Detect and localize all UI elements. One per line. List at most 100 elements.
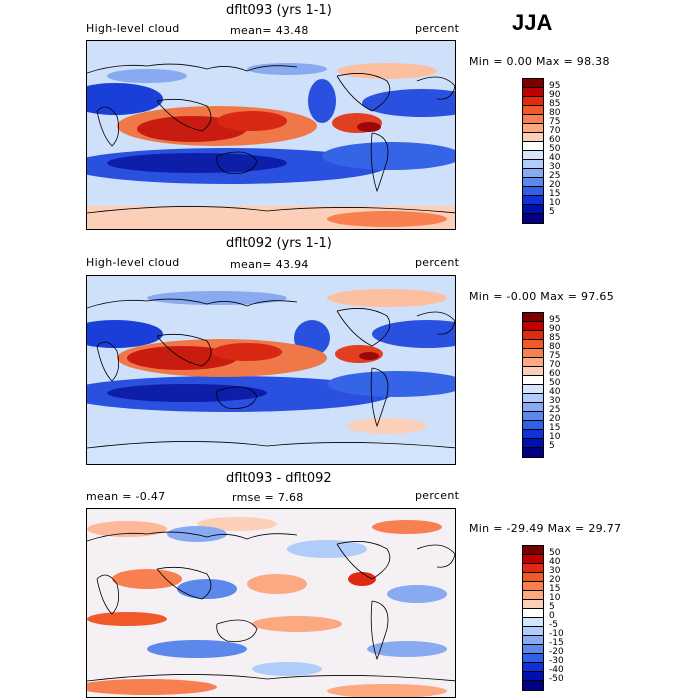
panel2-colorbar-tick: 80 xyxy=(549,342,561,352)
panel2-antarctic-band xyxy=(87,444,455,464)
panel3-colorbar-segment xyxy=(523,663,543,672)
panel3-colorbar-tick: -40 xyxy=(549,665,564,675)
panel2-colorbar-tick: 85 xyxy=(549,333,561,343)
panel3-colorbar-segment xyxy=(523,681,543,690)
panel3-colorbar-segment xyxy=(523,564,543,573)
panel1-units-label: percent xyxy=(415,22,460,35)
panel2-title: dflt092 (yrs 1-1) xyxy=(226,236,332,251)
panel3-rmse-label: rmse = 7.68 xyxy=(232,491,304,504)
panel1-colorbar-segment xyxy=(523,160,543,169)
panel3-colorbar-tick: -20 xyxy=(549,647,564,657)
panel1-colorbar-segment xyxy=(523,115,543,124)
panel3-coastlines xyxy=(87,531,455,682)
panel3-positive-anomaly xyxy=(87,612,167,626)
panel2-colorbar-segment xyxy=(523,439,543,448)
panel1-colorbar-segment xyxy=(523,214,543,223)
panel3-colorbar-segment xyxy=(523,609,543,618)
panel3-colorbar-segment xyxy=(523,618,543,627)
panel1-colorbar-segment xyxy=(523,133,543,142)
panel2-colorbar-segment xyxy=(523,376,543,385)
panel1-colorbar-tick: 25 xyxy=(549,171,561,181)
panel1-colorbar-tick: 30 xyxy=(549,162,561,172)
panel2-colorbar-segment xyxy=(523,331,543,340)
panel3-colorbar-tick: 40 xyxy=(549,557,561,567)
panel1-colorbar-tick: 15 xyxy=(549,189,561,199)
panel1-colorbar-segment xyxy=(523,178,543,187)
panel3-negative-anomaly xyxy=(167,526,227,542)
panel1-low-cloud-region xyxy=(107,153,287,173)
panel3-negative-anomaly xyxy=(387,585,447,603)
panel3-positive-anomaly xyxy=(372,520,442,534)
panel1-colorbar-tick: 40 xyxy=(549,153,561,163)
panel3-colorbar-tick: 5 xyxy=(549,602,555,612)
panel2-colorbar-segment xyxy=(523,358,543,367)
panel3-colorbar xyxy=(522,545,544,691)
panel3-negative-anomaly xyxy=(287,540,367,558)
panel2-high-cloud-region xyxy=(359,352,379,360)
panel3-colorbar-tick: 15 xyxy=(549,584,561,594)
panel3-positive-anomaly xyxy=(327,684,447,697)
panel2-low-cloud-region xyxy=(372,320,455,348)
panel1-colorbar-tick: 70 xyxy=(549,126,561,136)
panel3-colorbar-tick: 10 xyxy=(549,593,561,603)
panel2-colorbar-tick: 25 xyxy=(549,405,561,415)
panel2-colorbar-tick: 10 xyxy=(549,432,561,442)
panel3-colorbar-segment xyxy=(523,654,543,663)
panel2-colorbar-segment xyxy=(523,322,543,331)
panel2-colorbar-tick: 75 xyxy=(549,351,561,361)
panel1-high-cloud-region xyxy=(217,111,287,131)
panel3-negative-anomaly xyxy=(177,579,237,599)
panel2-coastlines xyxy=(87,298,455,449)
panel3-positive-anomaly xyxy=(197,517,277,531)
panel1-colorbar-tick: 85 xyxy=(549,99,561,109)
panel2-colorbar-segment xyxy=(523,385,543,394)
panel3-positive-anomaly xyxy=(87,521,167,537)
panel1-high-cloud-region xyxy=(357,122,381,132)
panel1-title: dflt093 (yrs 1-1) xyxy=(226,3,332,18)
panel1-colorbar-tick: 20 xyxy=(549,180,561,190)
panel1-colorbar-tick: 75 xyxy=(549,117,561,127)
panel1-colorbar-segment xyxy=(523,151,543,160)
panel1-low-cloud-region xyxy=(308,79,336,123)
panel2-colorbar-tick: 20 xyxy=(549,414,561,424)
panel3-colorbar-segment xyxy=(523,582,543,591)
panel1-colorbar-tick: 60 xyxy=(549,135,561,145)
panel3-positive-anomaly xyxy=(247,574,307,594)
panel1-colorbar-tick: 50 xyxy=(549,144,561,154)
panel1-colorbar-segment xyxy=(523,88,543,97)
panel3-positive-anomaly xyxy=(252,616,342,632)
panel3-units-label: percent xyxy=(415,489,460,502)
panel2-colorbar-segment xyxy=(523,394,543,403)
panel1-colorbar-segment xyxy=(523,106,543,115)
panel3-negative-anomaly xyxy=(367,641,447,657)
panel2-colorbar-tick: 15 xyxy=(549,423,561,433)
panel2-colorbar-segment xyxy=(523,349,543,358)
panel2-colorbar-tick: 90 xyxy=(549,324,561,334)
panel1-colorbar-segment xyxy=(523,169,543,178)
panel3-colorbar-tick: 0 xyxy=(549,611,555,621)
panel3-colorbar-segment xyxy=(523,672,543,681)
panel3-colorbar-segment xyxy=(523,627,543,636)
panel1-colorbar-tick: 10 xyxy=(549,198,561,208)
panel1-range-label: Min = 0.00 Max = 98.38 xyxy=(469,55,610,68)
panel3-colorbar-tick: 20 xyxy=(549,575,561,585)
panel1-colorbar-segment xyxy=(523,205,543,214)
panel3-colorbar-tick: 50 xyxy=(549,548,561,558)
panel1-colorbar-segment xyxy=(523,79,543,88)
panel2-colorbar-segment xyxy=(523,367,543,376)
panel3-title: dflt093 - dflt092 xyxy=(226,471,332,486)
panel1-colorbar-tick: 95 xyxy=(549,81,561,91)
panel3-colorbar-segment xyxy=(523,546,543,555)
panel3-positive-anomaly xyxy=(348,572,376,586)
panel2-low-cloud-region xyxy=(87,320,163,348)
panel3-range-label: Min = -29.49 Max = 29.77 xyxy=(469,522,622,535)
panel3-colorbar-segment xyxy=(523,573,543,582)
panel3-mean-label: mean = -0.47 xyxy=(86,490,166,503)
panel2-colorbar-tick: 40 xyxy=(549,387,561,397)
panel2-range-label: Min = -0.00 Max = 97.65 xyxy=(469,290,615,303)
panel2-colorbar-tick: 30 xyxy=(549,396,561,406)
panel2-high-cloud-region xyxy=(212,343,282,361)
panel2-colorbar-segment xyxy=(523,313,543,322)
panel3-colorbar-tick: -5 xyxy=(549,620,558,630)
panel2-colorbar-tick: 95 xyxy=(549,315,561,325)
